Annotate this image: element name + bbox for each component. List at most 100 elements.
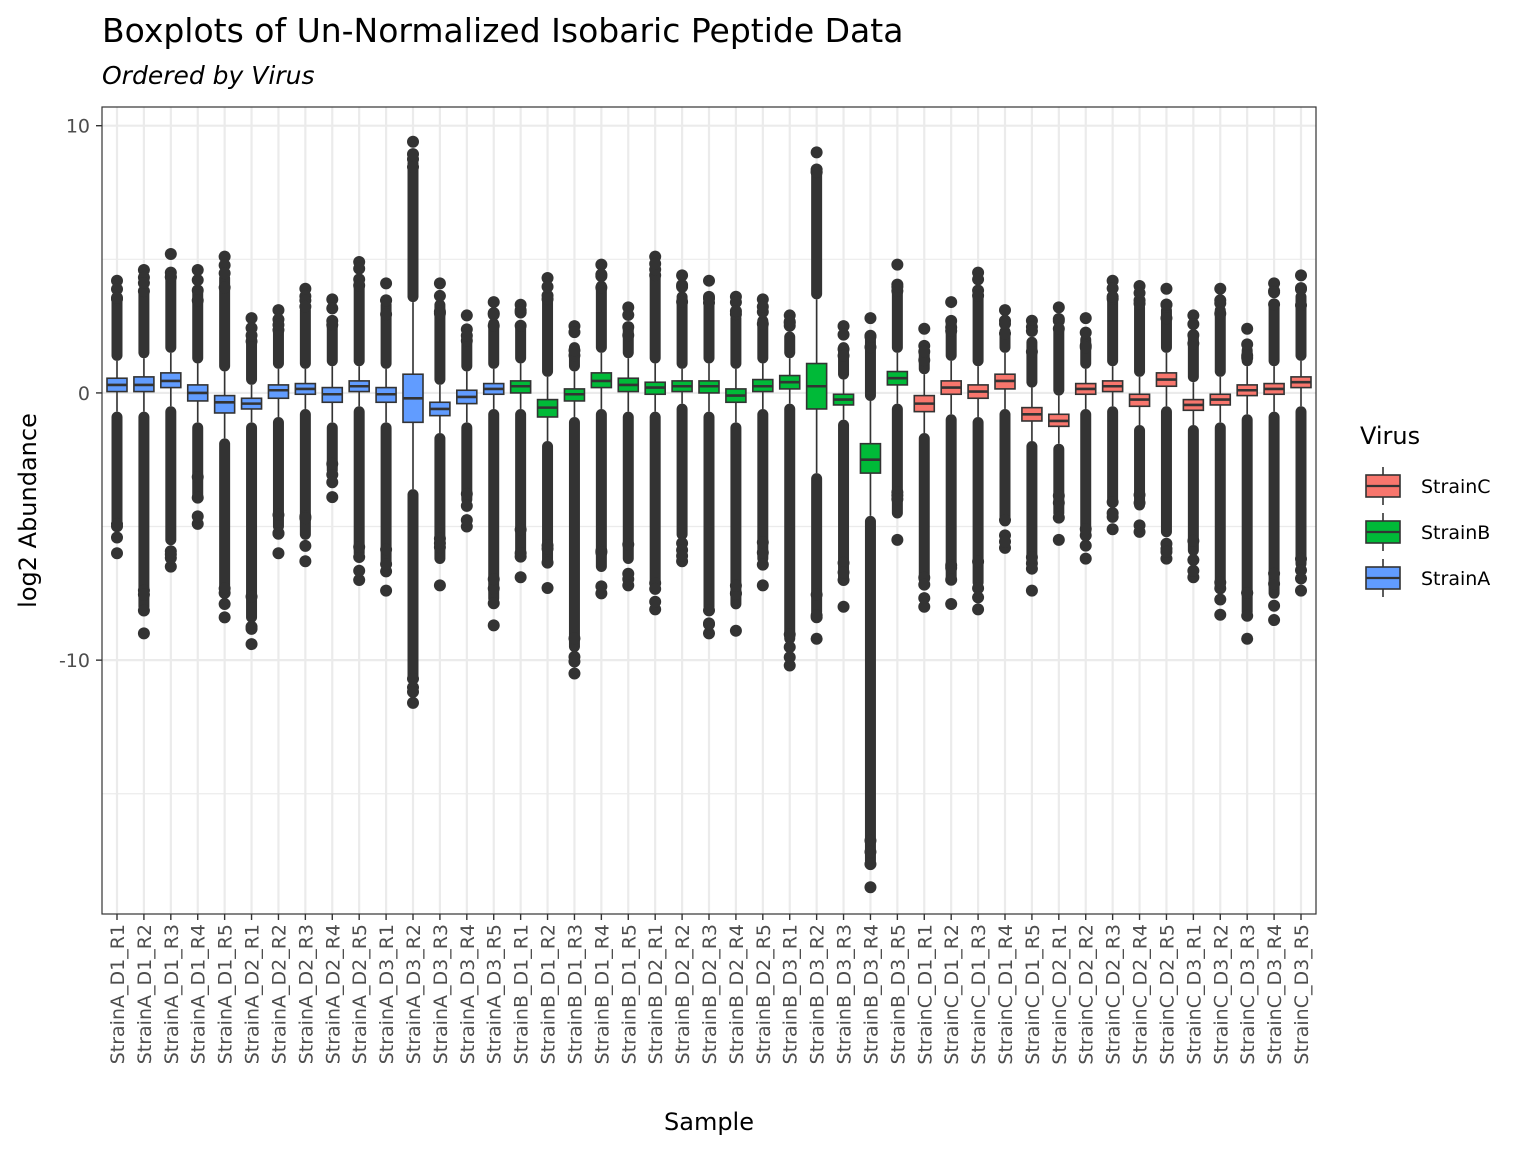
- outlier-point: [945, 324, 958, 337]
- outlier-point: [353, 573, 366, 586]
- y-axis-title: log2 Abundance: [14, 413, 42, 608]
- outlier-point: [756, 546, 769, 559]
- x-tick-label: StrainB_D1_R3: [564, 924, 586, 1064]
- outlier-point: [514, 523, 527, 536]
- x-tick-label: StrainA_D2_R2: [268, 924, 290, 1064]
- outlier-point: [514, 571, 527, 584]
- outlier-point: [514, 547, 527, 560]
- outlier-point: [837, 600, 850, 613]
- outlier-point: [380, 558, 393, 571]
- outlier-point: [999, 317, 1011, 330]
- box-StrainA_D2_R2: [267, 304, 290, 560]
- x-tick-label: StrainB_D1_R5: [618, 924, 640, 1064]
- outlier-point: [272, 508, 285, 521]
- outlier-point: [433, 307, 446, 320]
- outlier-point: [1133, 297, 1146, 310]
- outlier-point: [191, 264, 204, 277]
- outlier-point: [218, 267, 231, 280]
- outlier-band-lower: [568, 416, 580, 653]
- outlier-point: [972, 273, 985, 286]
- chart-title: Boxplots of Un-Normalized Isobaric Pepti…: [102, 11, 903, 50]
- outlier-point: [918, 578, 931, 591]
- x-tick-label: StrainA_D1_R1: [107, 924, 129, 1064]
- outlier-point: [810, 165, 823, 178]
- x-tick-label: StrainC_D3_R5: [1291, 924, 1313, 1065]
- outlier-point: [595, 580, 608, 593]
- outlier-point: [380, 584, 393, 597]
- outlier-point: [568, 632, 581, 645]
- outlier-point: [1241, 632, 1254, 645]
- outlier-point: [1052, 511, 1065, 524]
- outlier-point: [487, 296, 500, 309]
- outlier-point: [729, 579, 742, 592]
- outlier-band-upper: [353, 278, 365, 367]
- outlier-point: [164, 247, 177, 260]
- outlier-point: [460, 514, 473, 527]
- outlier-point: [1187, 329, 1200, 342]
- outlier-point: [999, 327, 1011, 340]
- outlier-point: [945, 314, 958, 327]
- outlier-point: [407, 135, 419, 148]
- outlier-point: [272, 318, 285, 331]
- legend-label: StrainB: [1421, 522, 1490, 544]
- outlier-point: [864, 845, 877, 858]
- box-StrainB_D2_R4: [725, 290, 747, 637]
- outlier-point: [1133, 496, 1146, 509]
- outlier-point: [1268, 567, 1281, 580]
- x-tick-label: StrainC_D1_R4: [995, 924, 1017, 1065]
- outlier-point: [541, 293, 554, 306]
- outlier-point: [972, 603, 985, 616]
- outlier-point: [1079, 552, 1092, 565]
- box-StrainC_D2_R4: [1128, 280, 1151, 538]
- outlier-point: [299, 512, 312, 525]
- outlier-point: [1079, 326, 1092, 339]
- outlier-point: [783, 659, 796, 672]
- outlier-point: [703, 617, 715, 630]
- outlier-point: [245, 312, 258, 325]
- x-tick-label: StrainC_D3_R1: [1183, 924, 1205, 1065]
- outlier-point: [1106, 496, 1119, 509]
- outlier-point: [191, 510, 204, 523]
- x-tick-label: StrainC_D2_R1: [1049, 924, 1071, 1065]
- outlier-band-upper: [811, 168, 823, 300]
- outlier-point: [864, 341, 877, 354]
- outlier-point: [837, 320, 850, 333]
- outlier-point: [218, 597, 231, 610]
- outlier-point: [460, 499, 473, 512]
- outlier-point: [568, 344, 581, 357]
- outlier-point: [433, 277, 446, 290]
- outlier-point: [326, 476, 339, 489]
- outlier-point: [729, 296, 742, 309]
- box-StrainC_D1_R1: [913, 322, 936, 613]
- outlier-point: [1079, 341, 1092, 354]
- outlier-band-lower: [1187, 424, 1199, 556]
- box-StrainC_D3_R3: [1236, 322, 1258, 645]
- outlier-point: [218, 611, 231, 624]
- x-tick-label: StrainA_D2_R3: [295, 924, 317, 1064]
- outlier-band-lower: [1134, 424, 1146, 511]
- outlier-point: [1079, 539, 1092, 552]
- outlier-point: [1241, 322, 1254, 335]
- x-tick-label: StrainC_D3_R4: [1264, 924, 1286, 1065]
- outlier-point: [1052, 301, 1065, 314]
- outlier-point: [595, 546, 608, 559]
- outlier-point: [1268, 599, 1281, 612]
- outlier-point: [1025, 562, 1038, 575]
- legend-item-StrainC: StrainC: [1365, 467, 1491, 505]
- boxplot-marks: [106, 135, 1312, 894]
- outlier-point: [595, 258, 608, 271]
- x-tick-label: StrainA_D2_R5: [349, 924, 371, 1064]
- outlier-point: [164, 560, 177, 573]
- outlier-point: [1133, 286, 1146, 299]
- outlier-band-lower: [407, 489, 419, 682]
- outlier-point: [487, 597, 500, 610]
- outlier-band-lower: [1268, 411, 1280, 599]
- outlier-point: [1106, 507, 1119, 520]
- outlier-point: [729, 305, 742, 318]
- outlier-point: [272, 547, 285, 560]
- outlier-point: [864, 858, 877, 871]
- outlier-point: [972, 555, 985, 568]
- outlier-point: [1295, 552, 1307, 565]
- outlier-point: [756, 536, 769, 549]
- outlier-band-upper: [1268, 299, 1280, 367]
